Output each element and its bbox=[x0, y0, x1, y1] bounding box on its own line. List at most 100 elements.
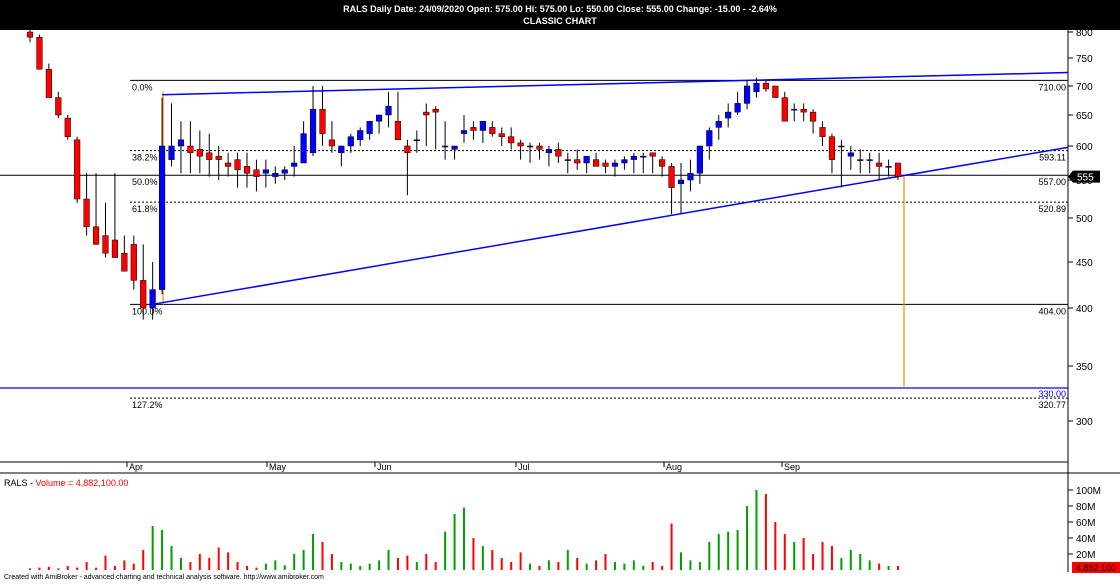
candle-body bbox=[470, 127, 477, 131]
volume-bar bbox=[415, 562, 418, 570]
candle-body bbox=[810, 111, 817, 122]
candle-body bbox=[885, 166, 892, 168]
volume-bar bbox=[349, 563, 352, 570]
price-tick-label: 700 bbox=[1076, 82, 1093, 93]
volume-tick-label: 60M bbox=[1076, 518, 1095, 529]
volume-bar bbox=[340, 562, 343, 570]
volume-bar bbox=[283, 565, 286, 570]
volume-bar bbox=[802, 538, 805, 570]
volume-bar bbox=[632, 560, 635, 570]
volume-bar bbox=[717, 534, 720, 570]
candle-body bbox=[734, 103, 741, 113]
candle-body bbox=[753, 82, 760, 93]
volume-bar bbox=[217, 547, 220, 570]
date-tick-label: Apr bbox=[129, 462, 143, 472]
fib-value-label: 320.77 bbox=[1038, 400, 1066, 410]
volume-bar bbox=[576, 558, 579, 570]
candle-body bbox=[762, 82, 769, 90]
volume-bar bbox=[463, 507, 465, 570]
support-value-label: 330.00 bbox=[1038, 389, 1066, 399]
candle-body bbox=[894, 162, 902, 177]
price-tick-label: 500 bbox=[1076, 214, 1093, 225]
candle-body bbox=[36, 36, 43, 70]
date-tick-label: Jun bbox=[377, 462, 392, 472]
candle-body bbox=[517, 142, 524, 147]
candle-body bbox=[668, 166, 675, 188]
volume-bar bbox=[897, 566, 899, 570]
candle-body bbox=[498, 133, 505, 137]
candle-body bbox=[876, 162, 883, 167]
price-tick-label: 400 bbox=[1076, 304, 1093, 315]
last-volume-label: 4,882,100 bbox=[1076, 563, 1116, 573]
candle-body bbox=[149, 289, 156, 309]
volume-bar bbox=[312, 534, 315, 570]
candle-body bbox=[45, 68, 52, 98]
price-tick-label: 750 bbox=[1076, 54, 1093, 65]
volume-bar bbox=[510, 562, 513, 570]
candle-body bbox=[460, 130, 468, 134]
volume-bar bbox=[396, 558, 399, 570]
candle-body bbox=[130, 244, 137, 281]
volume-bar bbox=[830, 546, 833, 570]
fib-value-label: 593.11 bbox=[1039, 153, 1066, 163]
volume-bar bbox=[293, 554, 296, 570]
candle-body bbox=[526, 145, 534, 148]
volume-bar bbox=[727, 531, 730, 570]
volume-bar bbox=[585, 563, 588, 570]
volume-bar bbox=[736, 530, 739, 570]
candle-body bbox=[328, 139, 335, 147]
volume-bar bbox=[557, 562, 560, 570]
candle-body bbox=[479, 120, 486, 131]
candle-body bbox=[593, 159, 600, 167]
volume-bar bbox=[425, 554, 428, 570]
fib-value-label: 520.89 bbox=[1038, 204, 1066, 214]
candle-body bbox=[611, 162, 619, 167]
volume-bar bbox=[793, 542, 796, 570]
volume-bar bbox=[378, 560, 381, 570]
volume-bar bbox=[595, 560, 598, 570]
volume-bar bbox=[321, 542, 324, 570]
volume-bar bbox=[774, 522, 777, 570]
candle-body bbox=[800, 108, 807, 113]
candle-body bbox=[451, 145, 458, 150]
volume-bar bbox=[500, 558, 503, 570]
volume-bar bbox=[783, 534, 786, 570]
fib-value-label: 557.00 bbox=[1038, 177, 1066, 187]
volume-tick-label: 80M bbox=[1076, 502, 1095, 513]
candle-body bbox=[819, 127, 826, 137]
candle-body bbox=[102, 235, 109, 254]
candle-body bbox=[828, 136, 836, 160]
volume-bar bbox=[151, 526, 154, 570]
candle-body bbox=[385, 106, 392, 116]
last-price-label: 555 bbox=[1077, 173, 1094, 184]
volume-axis: 100M 80M 60M 40M 20M 4,882,100 bbox=[1068, 486, 1120, 573]
volume-bar bbox=[76, 567, 79, 570]
candle-body bbox=[394, 120, 402, 141]
candle-body bbox=[640, 155, 647, 158]
candlesticks bbox=[26, 26, 902, 320]
candle-body bbox=[347, 136, 354, 147]
volume-bar bbox=[642, 566, 645, 570]
candle-body bbox=[74, 139, 81, 200]
fibonacci-levels: 0.0% 710.00 38.2% 593.11 50.0% 557.00 61.8% 520… bbox=[0, 79, 1068, 410]
candle-body bbox=[602, 162, 609, 167]
lower-trendline bbox=[152, 146, 1069, 306]
volume-bar bbox=[661, 566, 664, 570]
volume-bar bbox=[868, 560, 871, 570]
candle-body bbox=[489, 127, 496, 134]
candle-body bbox=[319, 108, 326, 134]
candle-body bbox=[536, 145, 543, 150]
volume-bar bbox=[66, 566, 69, 570]
price-axis: 300350400450500550600650700750800555 bbox=[1068, 28, 1100, 428]
quote-line: RALS Daily Date: 24/09/2020 Open: 575.00… bbox=[343, 4, 777, 14]
volume-tick-label: 20M bbox=[1076, 550, 1095, 561]
volume-tick-label: 40M bbox=[1076, 534, 1095, 545]
date-tick-label: May bbox=[269, 462, 287, 472]
fib-pct-label: 61.8% bbox=[132, 204, 158, 214]
volume-bar bbox=[623, 563, 626, 570]
volume-bar bbox=[434, 562, 437, 570]
fib-value-label: 404.00 bbox=[1038, 306, 1066, 316]
volume-bar bbox=[198, 554, 201, 570]
volume-bar bbox=[255, 567, 258, 570]
